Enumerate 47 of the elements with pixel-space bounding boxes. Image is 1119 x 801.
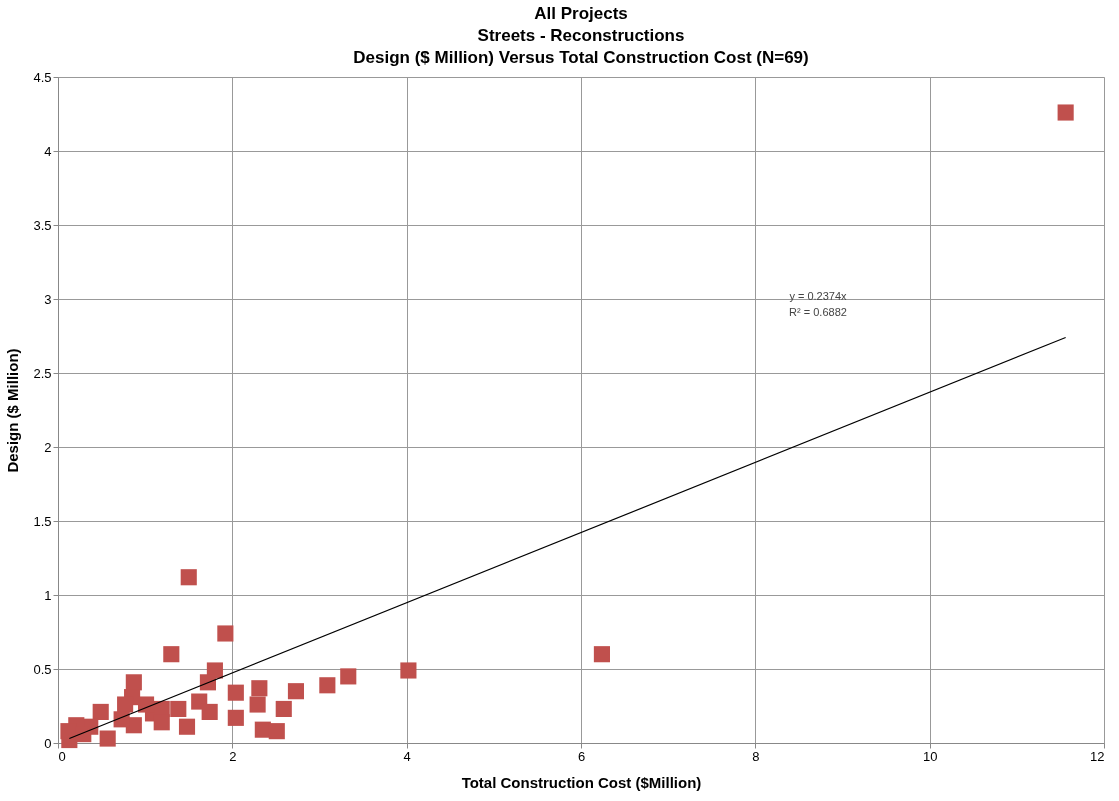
- point: [268, 723, 285, 740]
- y-tick-label: 2: [44, 439, 52, 455]
- point: [340, 668, 357, 685]
- point: [227, 709, 244, 726]
- point: [1057, 104, 1074, 121]
- point: [287, 683, 305, 700]
- y-tick-label: 0.5: [33, 661, 52, 677]
- point: [251, 680, 268, 697]
- point: [92, 703, 109, 720]
- point: [180, 569, 197, 586]
- point: [163, 646, 180, 663]
- point: [137, 696, 155, 713]
- point: [400, 662, 417, 679]
- point: [170, 700, 187, 718]
- point: [153, 714, 170, 731]
- y-tick-label: 4.5: [33, 69, 52, 85]
- x-axis-title: Total Construction Cost ($Million): [461, 773, 702, 791]
- point: [178, 718, 196, 735]
- x-tick-label: 0: [58, 748, 66, 764]
- chart-title: All Projects Streets - Reconstructions Design ($ Million) Versus Total Construction Cost (N=69): [353, 4, 809, 67]
- y-tick-label: 1: [44, 587, 52, 603]
- y-tick-label: 1.5: [33, 513, 52, 529]
- x-tick-label: 12: [1090, 748, 1105, 764]
- x-tick-label: 2: [229, 748, 237, 764]
- y-tick-label: 4: [44, 143, 52, 159]
- x-tick-label: 8: [752, 748, 760, 764]
- y-axis-title: Design ($ Million): [4, 348, 22, 473]
- annotation: y = 0.2374x: [789, 290, 848, 302]
- x-tick-label: 4: [403, 748, 411, 764]
- point: [199, 674, 216, 691]
- point: [249, 696, 266, 713]
- y-tick-label: 3: [44, 291, 52, 307]
- x-tick-label: 6: [577, 748, 586, 764]
- point: [227, 684, 244, 701]
- point: [201, 703, 218, 720]
- y-tick-label: 2.5: [33, 365, 52, 381]
- point: [99, 730, 116, 747]
- y-tick-label: 3.5: [33, 217, 52, 233]
- point: [217, 625, 234, 642]
- point: [319, 677, 336, 694]
- y-tick-label: 0: [44, 735, 52, 751]
- point: [275, 700, 292, 718]
- x-tick-label: 10: [922, 748, 938, 764]
- point: [593, 646, 610, 663]
- point: [125, 674, 142, 691]
- point: [113, 711, 130, 728]
- annotation: R² = 0.6882: [789, 306, 847, 318]
